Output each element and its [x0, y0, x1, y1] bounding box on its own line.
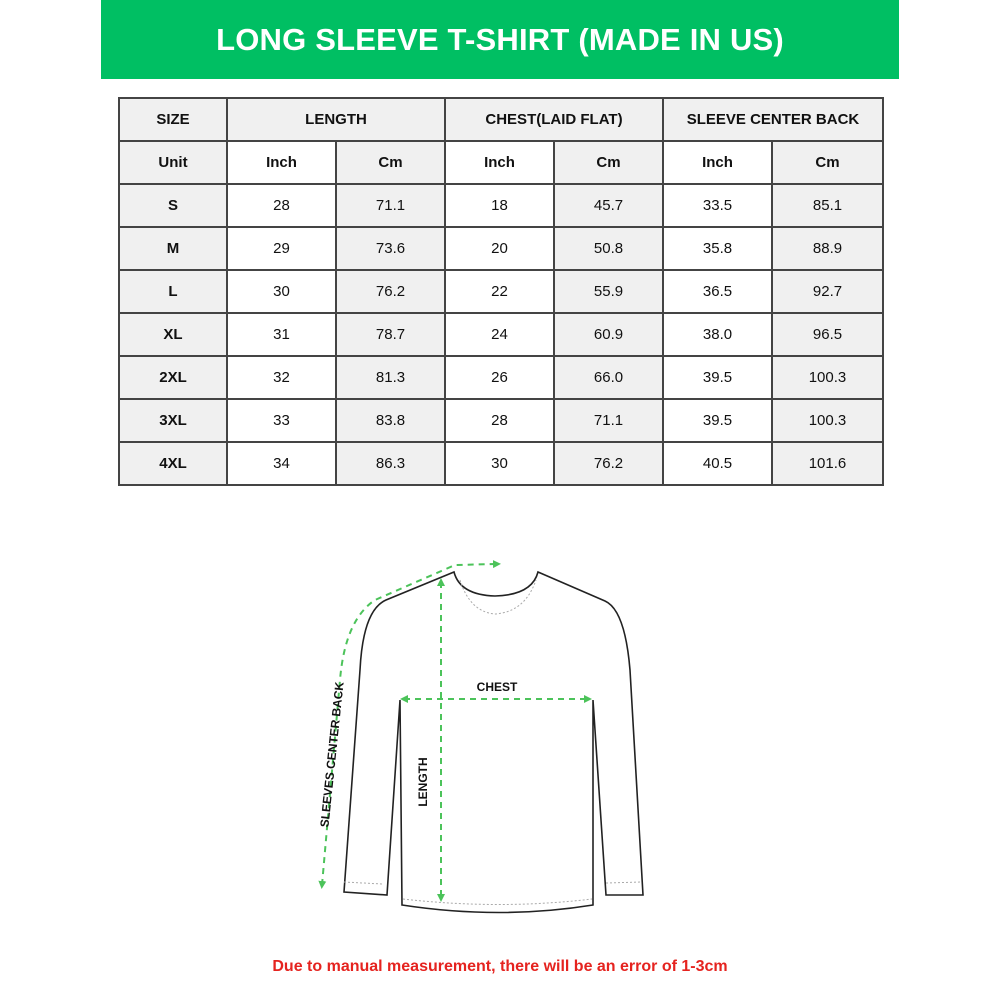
header-row: SIZE LENGTH CHEST(LAID FLAT) SLEEVE CENT…	[118, 97, 884, 142]
size-cell: XL	[118, 312, 228, 357]
header-chest: CHEST(LAID FLAT)	[444, 97, 664, 142]
value-cell: 71.1	[335, 183, 446, 228]
value-cell: 28	[444, 398, 555, 443]
value-cell: Inch	[662, 140, 773, 185]
value-cell: 66.0	[553, 355, 664, 400]
value-cell: Inch	[444, 140, 555, 185]
table-row: S 28 71.1 18 45.7 33.5 85.1	[118, 183, 884, 228]
value-cell: Cm	[335, 140, 446, 185]
value-cell: 86.3	[335, 441, 446, 486]
value-cell: 85.1	[771, 183, 884, 228]
value-cell: 60.9	[553, 312, 664, 357]
value-cell: Inch	[226, 140, 337, 185]
size-cell: 2XL	[118, 355, 228, 400]
unit-row: Unit Inch Cm Inch Cm Inch Cm	[118, 140, 884, 185]
value-cell: 34	[226, 441, 337, 486]
header-size: SIZE	[118, 97, 228, 142]
value-cell: 96.5	[771, 312, 884, 357]
value-cell: 88.9	[771, 226, 884, 271]
value-cell: 39.5	[662, 355, 773, 400]
value-cell: 20	[444, 226, 555, 271]
sleeve-label: SLEEVES CENTER BACK	[317, 681, 346, 828]
table-row: L 30 76.2 22 55.9 36.5 92.7	[118, 269, 884, 314]
value-cell: 29	[226, 226, 337, 271]
measurement-arrows	[318, 560, 592, 902]
table-row: 2XL 32 81.3 26 66.0 39.5 100.3	[118, 355, 884, 400]
value-cell: 100.3	[771, 398, 884, 443]
size-cell: L	[118, 269, 228, 314]
value-cell: 22	[444, 269, 555, 314]
value-cell: 39.5	[662, 398, 773, 443]
value-cell: 73.6	[335, 226, 446, 271]
value-cell: 76.2	[335, 269, 446, 314]
value-cell: Cm	[771, 140, 884, 185]
table-row: 4XL 34 86.3 30 76.2 40.5 101.6	[118, 441, 884, 486]
sleeve-arrow	[318, 560, 501, 889]
value-cell: 81.3	[335, 355, 446, 400]
value-cell: 30	[444, 441, 555, 486]
value-cell: 33	[226, 398, 337, 443]
value-cell: 30	[226, 269, 337, 314]
value-cell: 28	[226, 183, 337, 228]
value-cell: 18	[444, 183, 555, 228]
table-row: 3XL 33 83.8 28 71.1 39.5 100.3	[118, 398, 884, 443]
value-cell: 50.8	[553, 226, 664, 271]
value-cell: 76.2	[553, 441, 664, 486]
value-cell: 38.0	[662, 312, 773, 357]
size-cell: 4XL	[118, 441, 228, 486]
title-banner: LONG SLEEVE T-SHIRT (MADE IN US)	[101, 0, 899, 79]
value-cell: Cm	[553, 140, 664, 185]
value-cell: 26	[444, 355, 555, 400]
value-cell: 40.5	[662, 441, 773, 486]
value-cell: 36.5	[662, 269, 773, 314]
header-sleeve: SLEEVE CENTER BACK	[662, 97, 884, 142]
page-title: LONG SLEEVE T-SHIRT (MADE IN US)	[216, 21, 784, 57]
size-cell: Unit	[118, 140, 228, 185]
value-cell: 32	[226, 355, 337, 400]
value-cell: 78.7	[335, 312, 446, 357]
shirt-diagram: CHEST LENGTH SLEEVES CENTER BACK	[317, 560, 644, 914]
size-cell: M	[118, 226, 228, 271]
value-cell: 55.9	[553, 269, 664, 314]
size-cell: 3XL	[118, 398, 228, 443]
measurement-note: Due to manual measurement, there will be…	[272, 958, 728, 975]
value-cell: 45.7	[553, 183, 664, 228]
table-row: M 29 73.6 20 50.8 35.8 88.9	[118, 226, 884, 271]
value-cell: 33.5	[662, 183, 773, 228]
length-label: LENGTH	[416, 757, 430, 806]
value-cell: 35.8	[662, 226, 773, 271]
size-chart-table: SIZE LENGTH CHEST(LAID FLAT) SLEEVE CENT…	[118, 97, 884, 486]
value-cell: 92.7	[771, 269, 884, 314]
value-cell: 24	[444, 312, 555, 357]
value-cell: 100.3	[771, 355, 884, 400]
value-cell: 71.1	[553, 398, 664, 443]
value-cell: 83.8	[335, 398, 446, 443]
value-cell: 31	[226, 312, 337, 357]
table-row: XL 31 78.7 24 60.9 38.0 96.5	[118, 312, 884, 357]
size-cell: S	[118, 183, 228, 228]
value-cell: 101.6	[771, 441, 884, 486]
header-length: LENGTH	[226, 97, 446, 142]
shirt-outline-icon	[343, 570, 644, 914]
chest-label: CHEST	[477, 680, 518, 694]
